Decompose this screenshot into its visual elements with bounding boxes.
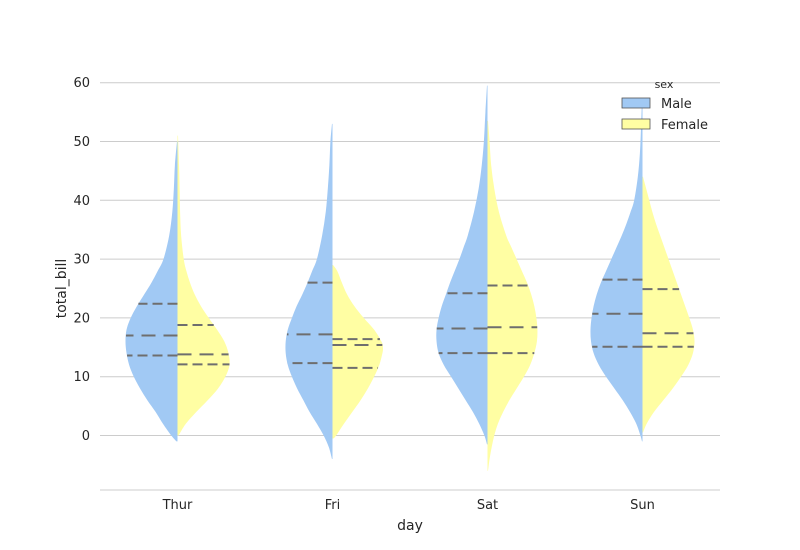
legend-swatch-male [621,97,651,109]
violin-sun-female [642,176,695,433]
quartile-lines [126,278,694,369]
violin-plots [125,85,695,471]
violin-sat-male [436,85,488,445]
y-tick-label-60: 60 [73,76,90,91]
x-tick-labels: Thur Fri Sat Sun [162,498,655,513]
violin-thur-male [125,141,178,442]
legend-title: sex [655,78,674,91]
x-axis-label: day [397,518,423,534]
x-tick-label-fri: Fri [325,498,341,513]
y-tick-label-10: 10 [73,370,90,385]
violin-fri-male [285,123,333,460]
x-tick-label-thur: Thur [162,498,193,513]
y-tick-label-30: 30 [73,253,90,268]
x-tick-label-sun: Sun [630,498,655,513]
legend-swatch-female [621,118,651,130]
y-tick-label-0: 0 [82,429,90,444]
violin-fri-female [332,264,384,439]
legend: sex Male Female [621,78,708,133]
legend-label-male: Male [661,97,692,112]
y-axis-label: total_bill [54,259,70,319]
y-tick-labels: 0 10 20 30 40 50 60 [73,76,90,444]
y-tick-label-20: 20 [73,311,90,326]
y-tick-label-40: 40 [73,194,90,209]
x-tick-label-sat: Sat [477,498,498,513]
y-tick-label-50: 50 [73,135,90,150]
violin-sat-female [487,120,538,471]
violin-thur-female [177,135,230,436]
legend-label-female: Female [661,118,708,133]
violin-sun-male [590,100,643,442]
